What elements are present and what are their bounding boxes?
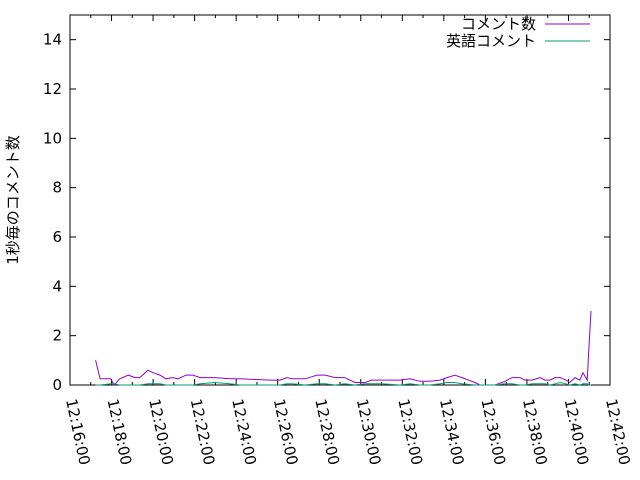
y-tick-label: 12 (43, 80, 62, 98)
y-tick-label: 4 (52, 277, 62, 295)
y-tick-label: 14 (43, 31, 62, 49)
x-tick-label: 12:38:00 (519, 397, 551, 467)
series-lines (95, 310, 592, 386)
x-axis: 12:16:00 12:18:00 12:20:00 12:22:00 12:24:00… (62, 15, 634, 467)
x-tick-label: 12:20:00 (145, 397, 177, 467)
x-tick-label: 12:26:00 (270, 397, 302, 467)
series-line-1 (95, 381, 591, 386)
legend: コメント数 英語コメント (446, 15, 590, 50)
y-tick-label: 6 (52, 228, 62, 246)
series-line-0 (95, 310, 592, 386)
y-tick-label: 10 (43, 129, 62, 147)
x-tick-label: 12:42:00 (602, 397, 634, 467)
y-tick-label: 0 (52, 376, 62, 394)
x-tick-label: 12:18:00 (104, 397, 136, 467)
y-axis-label: 1秒毎のコメント数 (4, 135, 22, 265)
x-tick-label: 12:28:00 (311, 397, 343, 467)
y-tick-label: 2 (52, 327, 62, 345)
plot-frame (69, 14, 611, 386)
x-tick-label: 12:36:00 (477, 397, 509, 467)
x-tick-label: 12:16:00 (62, 397, 94, 467)
x-tick-label: 12:24:00 (228, 397, 260, 467)
legend-label-1: 英語コメント (446, 32, 536, 50)
x-tick-label: 12:22:00 (187, 397, 219, 467)
y-axis: 0 2 4 6 8 10 12 14 (43, 31, 610, 394)
x-tick-label: 12:30:00 (353, 397, 385, 467)
y-tick-label: 8 (52, 179, 62, 197)
legend-label-0: コメント数 (461, 15, 536, 33)
x-tick-label: 12:34:00 (436, 397, 468, 467)
x-tick-label: 12:32:00 (394, 397, 426, 467)
x-tick-label: 12:40:00 (561, 397, 593, 467)
